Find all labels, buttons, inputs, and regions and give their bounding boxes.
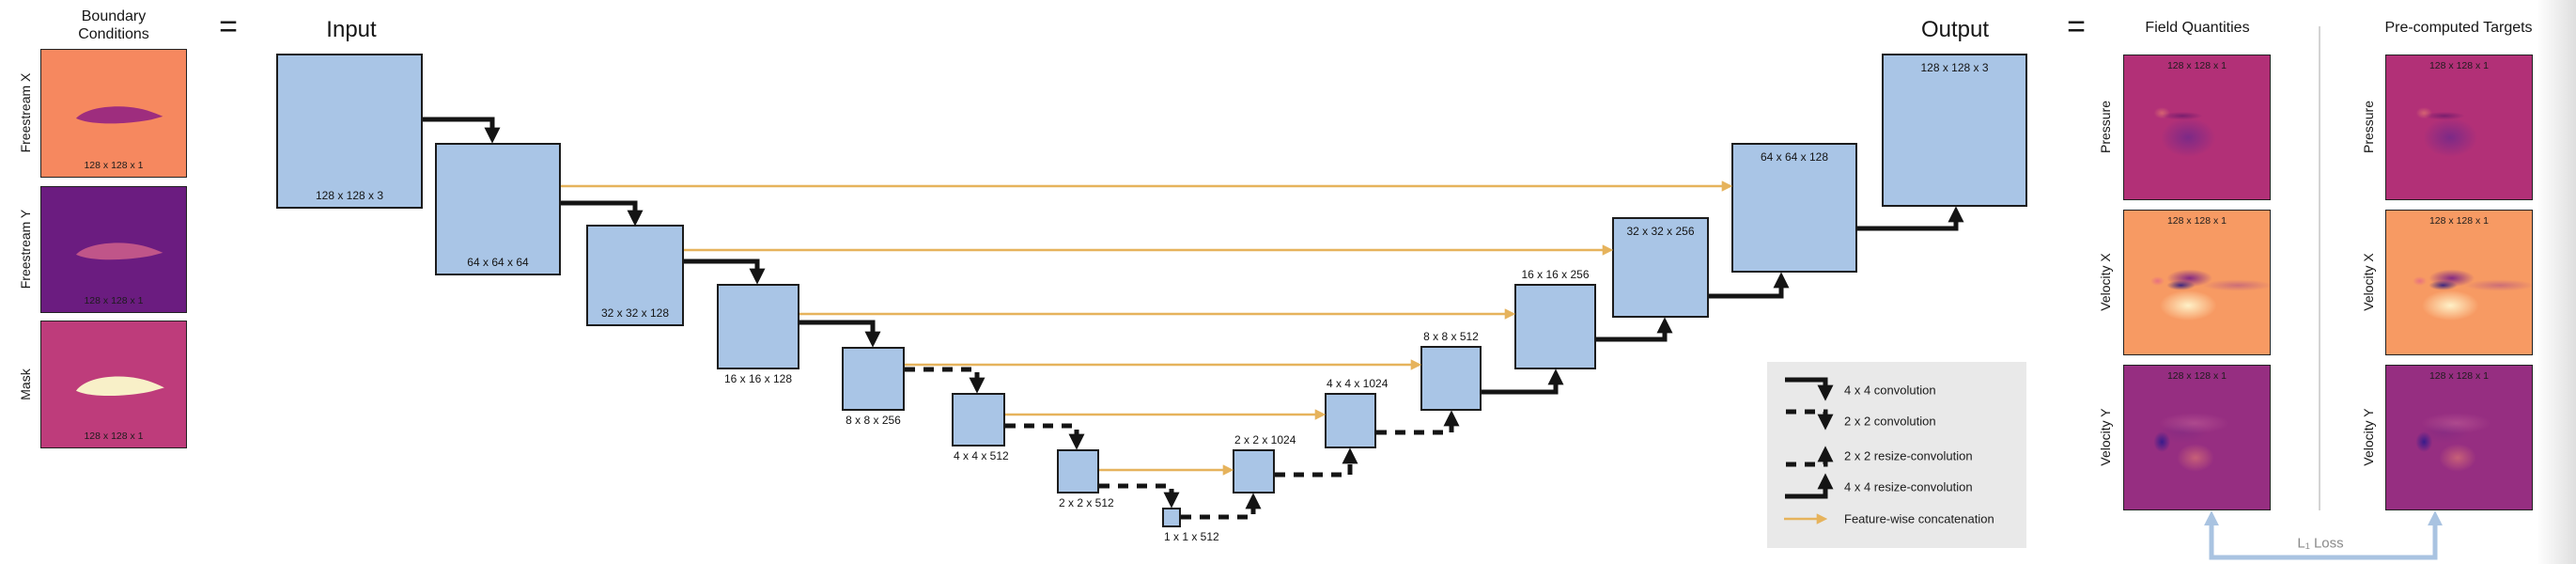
decoder-box-4: 4 x 4 x 1024 bbox=[1325, 377, 1388, 448]
box-dim-label: 32 x 32 x 256 bbox=[1626, 225, 1695, 238]
conv-arrow-4-2 bbox=[1005, 423, 1085, 450]
precomputed-targets-header: Pre-computed Targets bbox=[2384, 20, 2533, 36]
decoder-box-16: 16 x 16 x 256 bbox=[1514, 268, 1600, 369]
legend-label-2x2-resize-conv: 2 x 2 resize-convolution bbox=[1844, 448, 1973, 463]
freestream-y-caption: 128 x 128 x 1 bbox=[84, 295, 144, 306]
encoder-box-32: 32 x 32 x 128 bbox=[586, 225, 684, 326]
field-velocity-x-image: 128 x 128 x 1 bbox=[2123, 210, 2271, 355]
bottleneck-box: 1 x 1 x 512 bbox=[1162, 508, 1219, 543]
resize-arrow-8-16 bbox=[1482, 368, 1564, 395]
target-velocity-y-label: Velocity Y bbox=[2361, 408, 2376, 466]
resize-arrow-32-64 bbox=[1709, 272, 1790, 299]
output-title: Output bbox=[1920, 17, 1990, 42]
encoder-box-4: 4 x 4 x 512 bbox=[952, 393, 1009, 462]
box-dim-label: 128 x 128 x 3 bbox=[315, 189, 384, 202]
box-dim-label: 2 x 2 x 512 bbox=[1059, 496, 1114, 509]
box-dim-label: 4 x 4 x 1024 bbox=[1327, 377, 1389, 390]
resize-arrow-2-4 bbox=[1275, 447, 1358, 478]
conv-arrow-32-16 bbox=[684, 258, 766, 285]
resize-arrow-1-2 bbox=[1181, 493, 1262, 520]
box-dim-label: 32 x 32 x 128 bbox=[600, 306, 670, 320]
resize-arrow-4-8 bbox=[1376, 410, 1460, 435]
freestream-y-image: 128 x 128 x 1 bbox=[40, 186, 187, 313]
legend-label-4x4-resize-conv: 4 x 4 resize-convolution bbox=[1844, 479, 1973, 494]
equals-sign-right: = bbox=[2067, 8, 2086, 45]
freestream-y-label: Freestream Y bbox=[18, 209, 33, 290]
conv-arrow-2-1 bbox=[1099, 483, 1180, 509]
conv-arrow-16-8 bbox=[799, 320, 881, 348]
box-dim-label: 4 x 4 x 512 bbox=[954, 449, 1009, 462]
box-dim-label: 2 x 2 x 1024 bbox=[1234, 433, 1296, 446]
mask-image: 128 x 128 x 1 bbox=[40, 321, 187, 448]
target-velocity-x-label: Velocity X bbox=[2361, 253, 2376, 311]
resize-arrow-16-32 bbox=[1596, 317, 1673, 342]
box-dim-label: 16 x 16 x 256 bbox=[1521, 268, 1590, 281]
box-dim-label: 8 x 8 x 512 bbox=[1423, 330, 1479, 343]
boundary-conditions-title: Boundary Conditions bbox=[78, 8, 149, 43]
field-velocity-x-label: Velocity X bbox=[2098, 253, 2113, 311]
box-dim-label: 64 x 64 x 64 bbox=[467, 256, 529, 269]
field-quantities-header: Field Quantities bbox=[2145, 20, 2250, 36]
target-velocity-x-caption: 128 x 128 x 1 bbox=[2429, 215, 2490, 227]
box-dim-label: 8 x 8 x 256 bbox=[846, 414, 901, 427]
mask-label: Mask bbox=[18, 368, 33, 400]
target-velocity-x-image: 128 x 128 x 1 bbox=[2385, 210, 2533, 355]
airfoil-silhouette bbox=[75, 243, 163, 260]
box-dim-label: 64 x 64 x 128 bbox=[1760, 150, 1829, 164]
legend-box bbox=[1767, 362, 2026, 548]
box-dim-label: 128 x 128 x 3 bbox=[1920, 61, 1989, 74]
decoder-box-64: 64 x 64 x 128 bbox=[1731, 139, 1861, 273]
input-title: Input bbox=[326, 17, 377, 42]
box-dim-label: 1 x 1 x 512 bbox=[1164, 530, 1219, 543]
target-pressure-image: 128 x 128 x 1 bbox=[2385, 55, 2533, 200]
conv-arrow-8-4 bbox=[905, 367, 985, 394]
field-pressure-label: Pressure bbox=[2098, 100, 2113, 154]
field-velocity-y-image: 128 x 128 x 1 bbox=[2123, 365, 2271, 510]
input-box: 128 x 128 x 3 bbox=[276, 54, 423, 209]
field-velocity-y-label: Velocity Y bbox=[2098, 408, 2113, 466]
airfoil-silhouette bbox=[75, 106, 163, 124]
target-velocity-y-image: 128 x 128 x 1 bbox=[2385, 365, 2533, 510]
resize-arrow-64-output bbox=[1857, 206, 1964, 231]
encoder-box-16: 16 x 16 x 128 bbox=[717, 284, 799, 385]
conv-arrow-64-32 bbox=[561, 200, 644, 227]
encoder-box-2: 2 x 2 x 512 bbox=[1057, 449, 1114, 509]
conv-arrow-input-64 bbox=[423, 117, 501, 144]
mask-caption: 128 x 128 x 1 bbox=[84, 431, 144, 442]
legend-label-2x2-conv: 2 x 2 convolution bbox=[1844, 414, 1936, 429]
target-pressure-caption: 128 x 128 x 1 bbox=[2429, 60, 2490, 71]
freestream-x-label: Freestream X bbox=[18, 72, 33, 153]
output-box: 128 x 128 x 3 bbox=[1882, 54, 2027, 207]
airfoil-silhouette bbox=[75, 376, 164, 397]
box-dim-label: 16 x 16 x 128 bbox=[723, 372, 793, 385]
freestream-x-caption: 128 x 128 x 1 bbox=[84, 160, 144, 171]
freestream-x-image: 128 x 128 x 1 bbox=[40, 49, 187, 178]
encoder-box-64: 64 x 64 x 64 bbox=[435, 143, 561, 275]
field-velocity-y-caption: 128 x 128 x 1 bbox=[2166, 370, 2227, 382]
target-pressure-label: Pressure bbox=[2361, 100, 2376, 154]
decoder-box-8: 8 x 8 x 512 bbox=[1420, 330, 1485, 411]
encoder-box-8: 8 x 8 x 256 bbox=[842, 347, 905, 427]
boundary-title-line2: Conditions bbox=[78, 26, 149, 42]
legend-label-4x4-conv: 4 x 4 convolution bbox=[1844, 383, 1936, 398]
decoder-box-32: 32 x 32 x 256 bbox=[1612, 213, 1713, 318]
decoder-box-2: 2 x 2 x 1024 bbox=[1233, 433, 1296, 494]
field-velocity-x-caption: 128 x 128 x 1 bbox=[2166, 215, 2227, 227]
field-pressure-caption: 128 x 128 x 1 bbox=[2166, 60, 2227, 71]
field-pressure-image: 128 x 128 x 1 bbox=[2123, 55, 2271, 200]
boundary-title-line1: Boundary bbox=[81, 8, 147, 24]
right-edge-shadow bbox=[2537, 0, 2576, 564]
legend-label-concatenation: Feature-wise concatenation bbox=[1844, 511, 1994, 526]
l1-loss-label: L₁ Loss bbox=[2297, 535, 2344, 552]
equals-sign-left: = bbox=[219, 8, 238, 45]
target-velocity-y-caption: 128 x 128 x 1 bbox=[2429, 370, 2490, 382]
